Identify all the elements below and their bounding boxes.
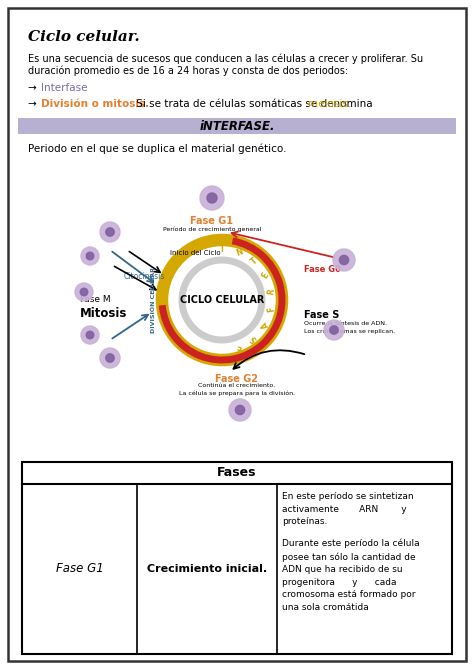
Text: Es una secuencia de sucesos que conducen a las células a crecer y proliferar. Su: Es una secuencia de sucesos que conducen… bbox=[28, 53, 423, 64]
Circle shape bbox=[86, 331, 94, 339]
Text: Citocinesis: Citocinesis bbox=[124, 272, 165, 281]
Text: Si se trata de células somáticas se denomina: Si se trata de células somáticas se deno… bbox=[133, 99, 376, 109]
Text: La célula se prepara para la división.: La célula se prepara para la división. bbox=[179, 390, 295, 395]
Text: duración promedio es de 16 a 24 horas y consta de dos periodos:: duración promedio es de 16 a 24 horas y … bbox=[28, 65, 348, 76]
Bar bbox=[18, 118, 456, 134]
Circle shape bbox=[100, 348, 120, 368]
Circle shape bbox=[207, 193, 217, 203]
Circle shape bbox=[75, 283, 93, 301]
Text: Interfase: Interfase bbox=[41, 83, 88, 93]
Circle shape bbox=[330, 326, 338, 334]
Circle shape bbox=[229, 399, 251, 421]
Text: Los cromosomas se replican.: Los cromosomas se replican. bbox=[304, 329, 395, 334]
Text: meiosis.: meiosis. bbox=[308, 99, 351, 109]
Circle shape bbox=[236, 405, 245, 415]
Circle shape bbox=[333, 249, 355, 271]
Text: S: S bbox=[249, 333, 259, 343]
Text: F: F bbox=[266, 305, 276, 312]
Text: Durante este período la célula
posee tan sólo la cantidad de
ADN que ha recibido: Durante este período la célula posee tan… bbox=[282, 539, 419, 611]
Text: E: E bbox=[235, 342, 243, 352]
Circle shape bbox=[339, 256, 348, 265]
Text: Fase M: Fase M bbox=[80, 295, 110, 304]
Text: →: → bbox=[28, 83, 40, 93]
Circle shape bbox=[100, 222, 120, 242]
Text: Ocurre la Síntesis de ADN.: Ocurre la Síntesis de ADN. bbox=[304, 321, 387, 326]
Text: N: N bbox=[235, 248, 244, 258]
Text: Fase G1: Fase G1 bbox=[55, 563, 103, 575]
Text: R: R bbox=[266, 288, 276, 295]
Text: Fase G1: Fase G1 bbox=[191, 216, 234, 226]
Text: Fase G2: Fase G2 bbox=[216, 374, 258, 384]
Text: CICLO CELULAR: CICLO CELULAR bbox=[180, 295, 264, 305]
Circle shape bbox=[185, 263, 259, 337]
Text: Fase S: Fase S bbox=[304, 310, 339, 320]
Circle shape bbox=[200, 186, 224, 210]
Text: Inicio del Ciclo: Inicio del Ciclo bbox=[170, 250, 220, 256]
Text: Ciclo celular.: Ciclo celular. bbox=[28, 30, 140, 44]
Text: Mitosis: Mitosis bbox=[80, 307, 128, 320]
Circle shape bbox=[106, 228, 114, 236]
Circle shape bbox=[81, 247, 99, 265]
Text: E: E bbox=[260, 270, 271, 280]
Text: División o mitosis.: División o mitosis. bbox=[41, 99, 149, 109]
Text: Fases: Fases bbox=[217, 466, 257, 480]
Circle shape bbox=[86, 252, 94, 260]
Text: T: T bbox=[249, 256, 259, 267]
Circle shape bbox=[80, 288, 88, 296]
Text: Periodo en el que se duplica el material genético.: Periodo en el que se duplica el material… bbox=[28, 143, 286, 153]
Text: →: → bbox=[28, 99, 40, 109]
Circle shape bbox=[81, 326, 99, 344]
Text: Continúa el crecimiento.: Continúa el crecimiento. bbox=[199, 383, 275, 388]
Circle shape bbox=[106, 354, 114, 362]
Text: Período de crecimiento general: Período de crecimiento general bbox=[163, 226, 261, 231]
Text: A: A bbox=[260, 320, 271, 330]
Bar bbox=[22, 462, 452, 654]
Text: En este período se sintetizan
activamente       ARN        y
proteínas.: En este período se sintetizan activament… bbox=[282, 492, 414, 526]
Text: Crecimiento inicial.: Crecimiento inicial. bbox=[147, 564, 267, 574]
Text: iNTERFASE.: iNTERFASE. bbox=[199, 120, 275, 132]
Text: DIVISIÓN CELULAR: DIVISIÓN CELULAR bbox=[152, 267, 156, 333]
Circle shape bbox=[324, 320, 344, 340]
Text: I: I bbox=[220, 246, 223, 254]
Text: Fase G0: Fase G0 bbox=[304, 265, 341, 274]
